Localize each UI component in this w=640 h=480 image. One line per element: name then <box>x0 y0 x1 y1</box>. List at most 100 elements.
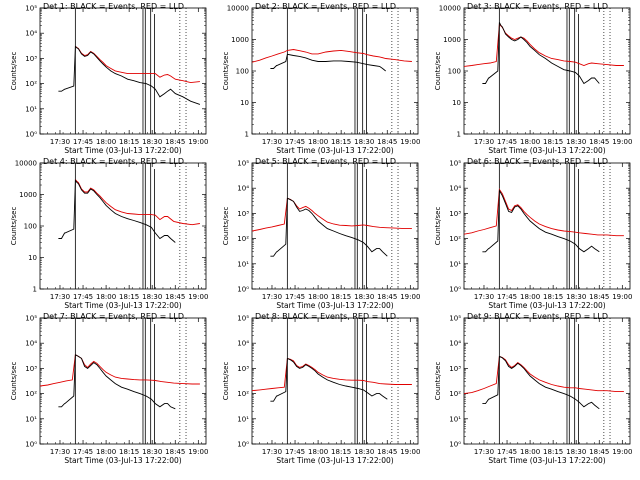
y-tick-label: 10 <box>240 99 249 107</box>
y-tick-label: 10⁰ <box>449 286 461 294</box>
x-tick-label: 18:15 <box>119 448 139 456</box>
x-axis-label: Start Time (03-Jul-13 17:22:00) <box>276 301 393 310</box>
x-tick-label: 18:30 <box>142 448 162 456</box>
lld-series-line <box>464 355 624 395</box>
y-tick-label: 10⁴ <box>237 185 249 193</box>
x-tick-label: 18:45 <box>165 138 185 146</box>
events-series-line <box>270 197 388 257</box>
y-tick-label: 10⁴ <box>25 340 37 348</box>
x-tick-label: 19:00 <box>400 448 420 456</box>
y-tick-label: 10² <box>237 235 249 243</box>
y-tick-label: 1000 <box>443 36 461 44</box>
y-tick-label: 10000 <box>15 160 37 168</box>
x-tick-label: 19:00 <box>612 293 632 301</box>
lld-series-line <box>252 49 412 63</box>
panel-title: Det 8: BLACK = Events, RED = LLD <box>255 312 396 321</box>
plot-frame <box>39 317 207 445</box>
y-tick-label: 100 <box>236 68 249 76</box>
panel-title: Det 7: BLACK = Events, RED = LLD <box>43 312 184 321</box>
x-tick-label: 18:00 <box>96 448 116 456</box>
y-axis-label: Counts/sec <box>222 362 230 401</box>
panel-title: Det 2: BLACK = Events, RED = LLD <box>255 2 396 11</box>
plot-frame <box>251 317 419 445</box>
panel-title: Det 4: BLACK = Events, RED = LLD <box>43 157 184 166</box>
x-tick-label: 18:15 <box>119 138 139 146</box>
x-tick-label: 18:00 <box>520 293 540 301</box>
y-axis-label: Counts/sec <box>10 52 18 91</box>
y-tick-label: 10000 <box>227 5 249 13</box>
lld-series-line <box>75 179 200 226</box>
plot-area <box>252 318 412 444</box>
panel-det-1: Det 1: BLACK = Events, RED = LLD 10⁰ 10¹ 10… <box>10 2 208 155</box>
y-tick-label: 10¹ <box>449 260 461 268</box>
panel-det-7: Det 7: BLACK = Events, RED = LLD 10⁰ 10¹ 10… <box>10 312 208 465</box>
y-tick-label: 10 <box>28 254 37 262</box>
x-tick-label: 18:30 <box>566 293 586 301</box>
panel-title: Det 6: BLACK = Events, RED = LLD <box>467 157 608 166</box>
y-axis-label: Counts/sec <box>222 207 230 246</box>
x-axis-label: Start Time (03-Jul-13 17:22:00) <box>64 456 181 465</box>
panel-title: Det 5: BLACK = Events, RED = LLD <box>255 157 396 166</box>
plot-frame <box>463 162 631 290</box>
x-tick-label: 17:30 <box>262 293 282 301</box>
x-tick-label: 18:30 <box>566 138 586 146</box>
panel-det-8: Det 8: BLACK = Events, RED = LLD 10⁰ 10¹ 10… <box>222 312 420 465</box>
y-tick-label: 10⁵ <box>25 5 37 13</box>
panel-det-2: Det 2: BLACK = Events, RED = LLD 1 10 100 10… <box>222 2 420 155</box>
x-tick-label: 17:30 <box>262 138 282 146</box>
x-tick-label: 18:00 <box>520 138 540 146</box>
x-tick-label: 18:45 <box>377 138 397 146</box>
y-tick-label: 10⁵ <box>237 160 249 168</box>
x-axis-label: Start Time (03-Jul-13 17:22:00) <box>488 456 605 465</box>
y-tick-label: 10² <box>449 235 461 243</box>
x-tick-label: 19:00 <box>400 138 420 146</box>
x-tick-label: 18:30 <box>354 138 374 146</box>
events-series-line <box>482 189 600 253</box>
y-tick-label: 10³ <box>25 365 37 373</box>
x-tick-label: 18:45 <box>377 293 397 301</box>
y-tick-label: 10³ <box>237 365 249 373</box>
y-tick-label: 10⁵ <box>25 315 37 323</box>
y-tick-label: 10² <box>25 390 37 398</box>
y-tick-label: 10⁴ <box>25 30 37 38</box>
plot-frame <box>251 7 419 135</box>
y-tick-label: 1 <box>457 131 461 139</box>
x-tick-label: 18:45 <box>589 293 609 301</box>
lld-series-line <box>464 23 624 67</box>
lld-series-line <box>40 353 200 387</box>
x-tick-label: 18:15 <box>543 293 563 301</box>
x-tick-label: 17:45 <box>73 138 93 146</box>
plot-frame <box>39 162 207 290</box>
panel-title: Det 1: BLACK = Events, RED = LLD <box>43 2 184 11</box>
y-tick-label: 10⁰ <box>25 131 37 139</box>
x-tick-label: 17:30 <box>50 138 70 146</box>
y-tick-label: 10⁴ <box>449 340 461 348</box>
y-tick-label: 1 <box>245 131 249 139</box>
x-axis-label: Start Time (03-Jul-13 17:22:00) <box>64 301 181 310</box>
x-tick-label: 17:30 <box>474 138 494 146</box>
y-tick-label: 100 <box>24 223 37 231</box>
x-tick-label: 17:45 <box>73 293 93 301</box>
x-tick-label: 19:00 <box>188 448 208 456</box>
x-tick-label: 17:30 <box>50 448 70 456</box>
plot-area <box>464 163 624 289</box>
y-tick-label: 10⁵ <box>449 160 461 168</box>
x-axis-label: Start Time (03-Jul-13 17:22:00) <box>488 301 605 310</box>
y-tick-label: 10³ <box>449 365 461 373</box>
y-axis-label: Counts/sec <box>10 207 18 246</box>
x-axis-label: Start Time (03-Jul-13 17:22:00) <box>276 146 393 155</box>
y-tick-label: 10³ <box>449 210 461 218</box>
x-tick-label: 17:45 <box>73 448 93 456</box>
x-tick-label: 18:00 <box>308 138 328 146</box>
y-axis-label: Counts/sec <box>222 52 230 91</box>
x-tick-label: 18:30 <box>566 448 586 456</box>
lld-series-line <box>75 46 200 84</box>
y-axis-label: Counts/sec <box>434 52 442 91</box>
y-tick-label: 10⁰ <box>25 441 37 449</box>
y-tick-label: 10⁴ <box>449 185 461 193</box>
y-tick-label: 10¹ <box>449 415 461 423</box>
y-tick-label: 10¹ <box>25 105 37 113</box>
panel-det-4: Det 4: BLACK = Events, RED = LLD 1 10 100 10… <box>10 157 208 310</box>
plot-frame <box>463 317 631 445</box>
